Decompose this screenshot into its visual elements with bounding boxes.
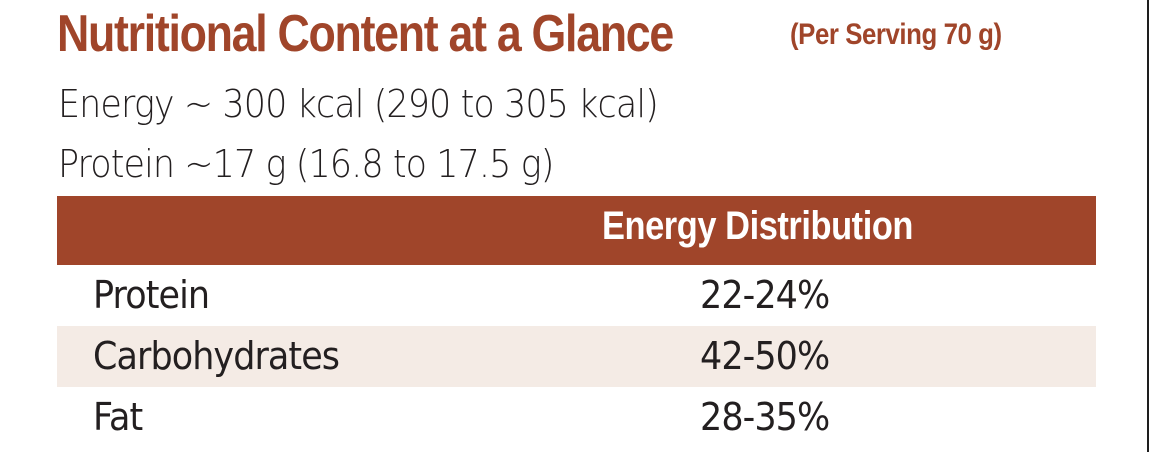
nutrient-percentage: 28-35% bbox=[700, 395, 830, 439]
nutrient-percentage: 22-24% bbox=[700, 273, 830, 317]
table-row-protein: Protein 22-24% bbox=[57, 265, 1096, 326]
page-title-row: Nutritional Content at a Glance (Per Ser… bbox=[57, 4, 1002, 64]
energy-distribution-table: Energy Distribution Protein 22-24% Carbo… bbox=[57, 196, 1096, 448]
protein-summary: Protein ~17 g (16.8 to 17.5 g) bbox=[58, 142, 554, 186]
table-row-fat: Fat 28-35% bbox=[57, 387, 1096, 448]
nutrient-name: Protein bbox=[93, 273, 210, 317]
serving-size-label: (Per Serving 70 g) bbox=[790, 18, 1002, 51]
table-header: Energy Distribution bbox=[57, 196, 1096, 265]
nutrient-percentage: 42-50% bbox=[700, 334, 830, 378]
energy-summary: Energy ~ 300 kcal (290 to 305 kcal) bbox=[58, 82, 659, 126]
nutrient-name: Fat bbox=[93, 395, 143, 439]
table-header-label: Energy Distribution bbox=[602, 204, 914, 248]
right-edge-rule bbox=[1147, 0, 1149, 452]
table-row-carbohydrates: Carbohydrates 42-50% bbox=[57, 326, 1096, 387]
page-title: Nutritional Content at a Glance bbox=[57, 5, 674, 63]
nutrient-name: Carbohydrates bbox=[93, 334, 340, 378]
